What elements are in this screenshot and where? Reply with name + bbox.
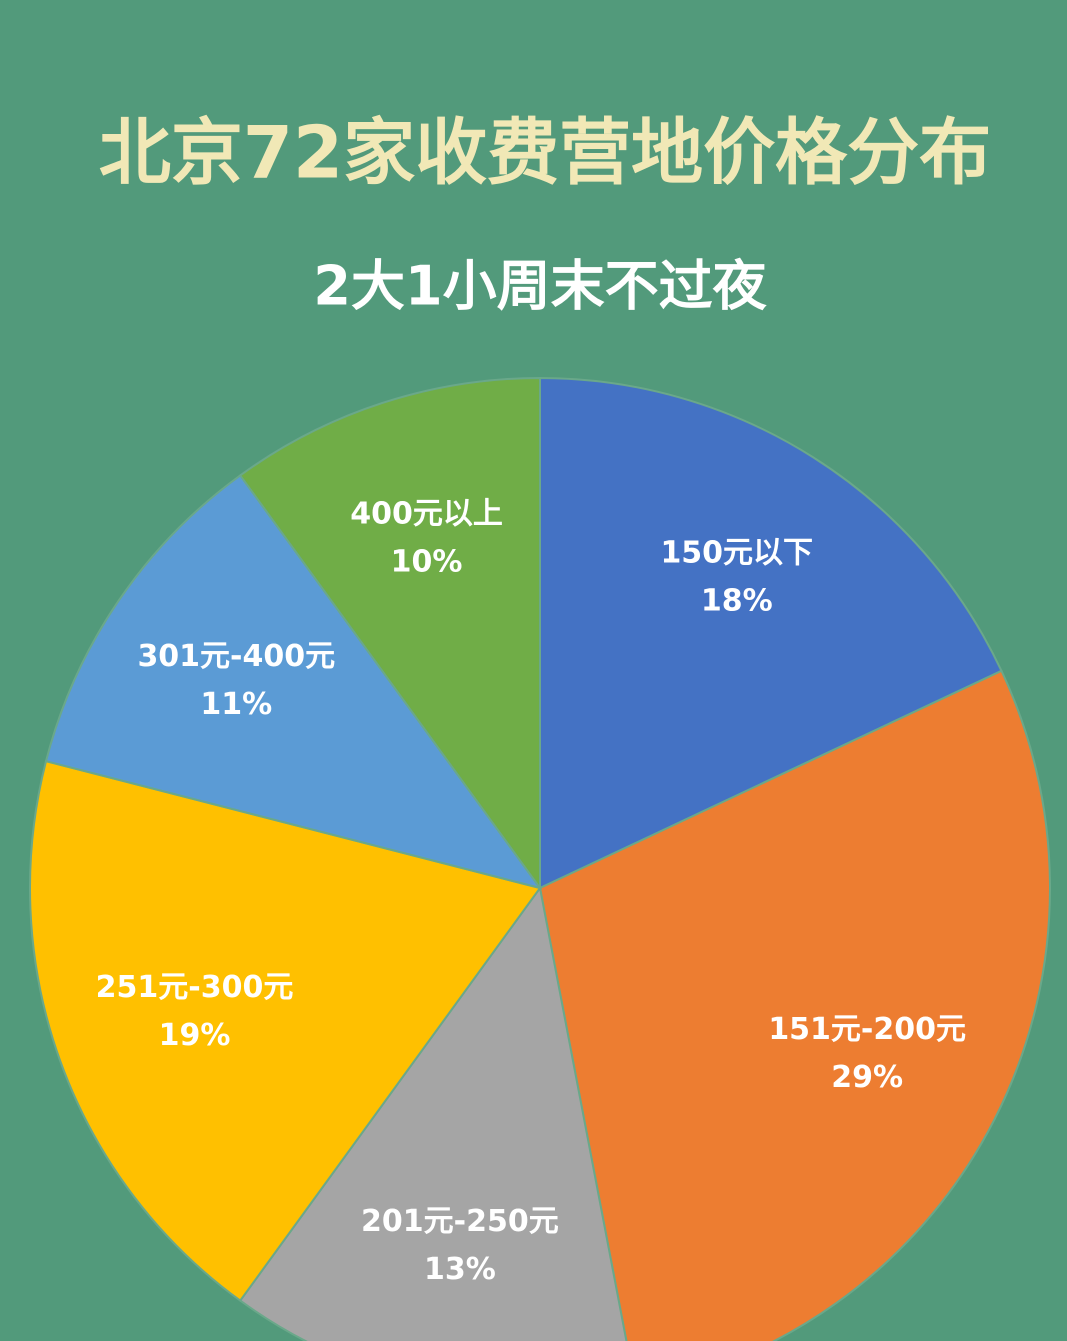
slice-label: 150元以下 [660, 535, 813, 570]
pie-slice [238, 885, 628, 1341]
pie-slice [29, 759, 542, 1302]
slice-label: 151元-200元 [768, 1012, 966, 1047]
slice-value-label: 11% [200, 687, 272, 722]
slice-label: 251元-300元 [96, 970, 294, 1005]
chart-title: 北京72家收费营地价格分布 [99, 111, 991, 195]
chart-subtitle: 2大1小周末不过夜 [313, 255, 767, 318]
slice-label: 301元-400元 [137, 639, 335, 674]
pie-slice [44, 474, 543, 890]
slice-value-label: 19% [159, 1018, 231, 1053]
slice-label: 400元以上 [350, 496, 503, 531]
slice-label: 201元-250元 [361, 1204, 559, 1239]
pie-slice [539, 376, 1003, 890]
slice-value-label: 29% [831, 1060, 903, 1095]
slice-value-label: 18% [701, 583, 773, 618]
slice-value-label: 10% [391, 544, 463, 579]
pie-slice [538, 669, 1051, 1341]
pie-slice [238, 376, 541, 892]
slice-value-label: 13% [424, 1252, 496, 1287]
